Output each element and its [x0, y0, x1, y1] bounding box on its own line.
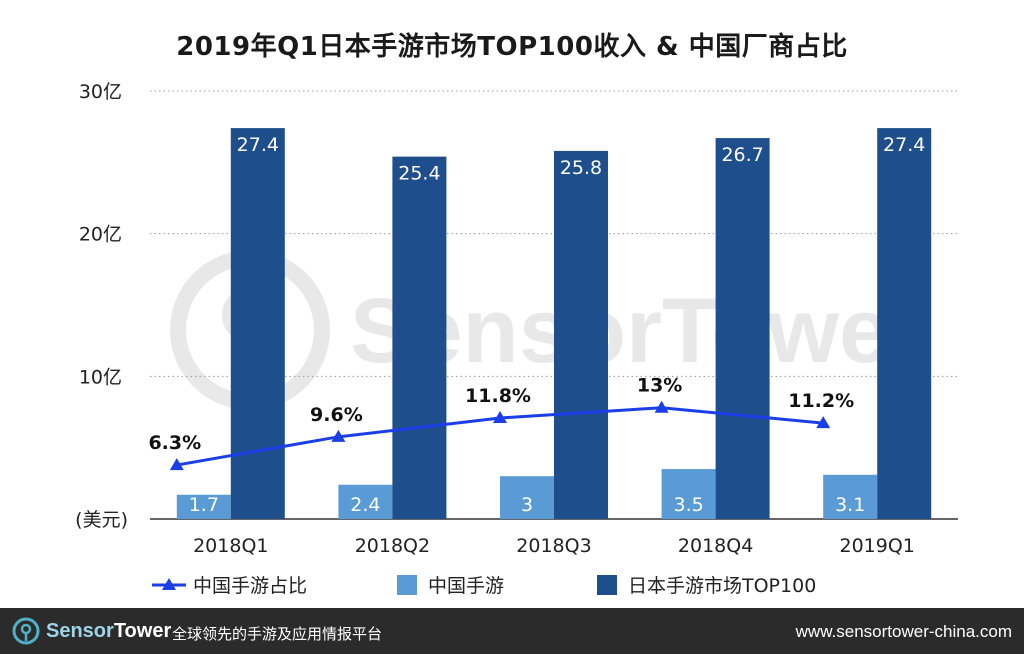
bar-china-label: 1.7 [189, 494, 219, 516]
bar-japan-label: 26.7 [721, 144, 763, 166]
y-unit-label: (美元) [75, 509, 128, 531]
bar-japan-top100 [877, 128, 932, 520]
chart-title: 2019年Q1日本手游市场TOP100收入 & 中国厂商占比 [176, 32, 848, 62]
legend-square-china [397, 575, 417, 595]
bar-china [823, 474, 878, 519]
share-point-triangle [169, 458, 184, 471]
footer-bar: SensorTower 全球领先的手游及应用情报平台 www.sensortow… [0, 608, 1024, 654]
bar-japan-label: 25.8 [560, 157, 602, 179]
footer-tagline: 全球领先的手游及应用情报平台 [172, 625, 383, 643]
watermark-group: SensorTower [170, 250, 926, 410]
bar-japan-top100 [230, 128, 285, 520]
x-tick-label: 2019Q1 [839, 535, 914, 557]
chart-area: SensorTower 30亿 20亿 10亿 (美元) 1.7 27.4 2018Q1 2.4… [75, 81, 958, 597]
x-tick-label: 2018Q3 [516, 535, 591, 557]
share-point-triangle [654, 400, 669, 413]
bar-china [176, 494, 231, 519]
legend-label-japan: 日本手游市场TOP100 [628, 575, 816, 597]
y-tick-label: 30亿 [79, 81, 122, 103]
brand-sensor: Sensor [46, 620, 114, 642]
legend-label-share: 中国手游占比 [193, 575, 307, 597]
bar-china-label: 3 [521, 494, 533, 516]
share-label: 13% [637, 375, 682, 397]
share-label: 11.2% [788, 390, 854, 412]
share-label: 6.3% [148, 432, 201, 454]
legend-square-japan [597, 575, 617, 595]
legend-triangle-marker [162, 578, 176, 590]
bar-japan-label: 27.4 [883, 134, 925, 156]
bar-china-label: 3.1 [835, 494, 865, 516]
brand-name: SensorTower [46, 620, 171, 643]
x-tick-label: 2018Q4 [678, 535, 753, 557]
brand-tower: Tower [113, 620, 172, 642]
y-tick-label: 10亿 [79, 366, 122, 388]
x-tick-label: 2018Q2 [355, 535, 430, 557]
share-point-triangle [331, 429, 346, 442]
share-point-triangle [816, 416, 831, 429]
bar-japan-top100 [715, 138, 770, 519]
bar-japan-label: 25.4 [398, 163, 440, 185]
footer-url[interactable]: www.sensortower-china.com [795, 622, 1012, 641]
legend-label-china: 中国手游 [428, 575, 504, 597]
x-tick-label: 2018Q1 [193, 535, 268, 557]
bar-china [338, 484, 393, 519]
bar-china-label: 2.4 [350, 494, 380, 516]
bar-japan-top100 [392, 156, 447, 520]
share-label: 9.6% [310, 404, 363, 426]
share-label: 11.8% [465, 385, 531, 407]
y-tick-label: 20亿 [79, 224, 122, 246]
bar-china [661, 469, 716, 519]
share-point-triangle [493, 410, 507, 423]
bar-china [500, 476, 554, 519]
sensortower-logo-icon [12, 617, 40, 645]
bar-japan-top100 [554, 150, 608, 520]
bar-china-label: 3.5 [673, 494, 703, 516]
bar-japan-label: 27.4 [237, 134, 279, 156]
